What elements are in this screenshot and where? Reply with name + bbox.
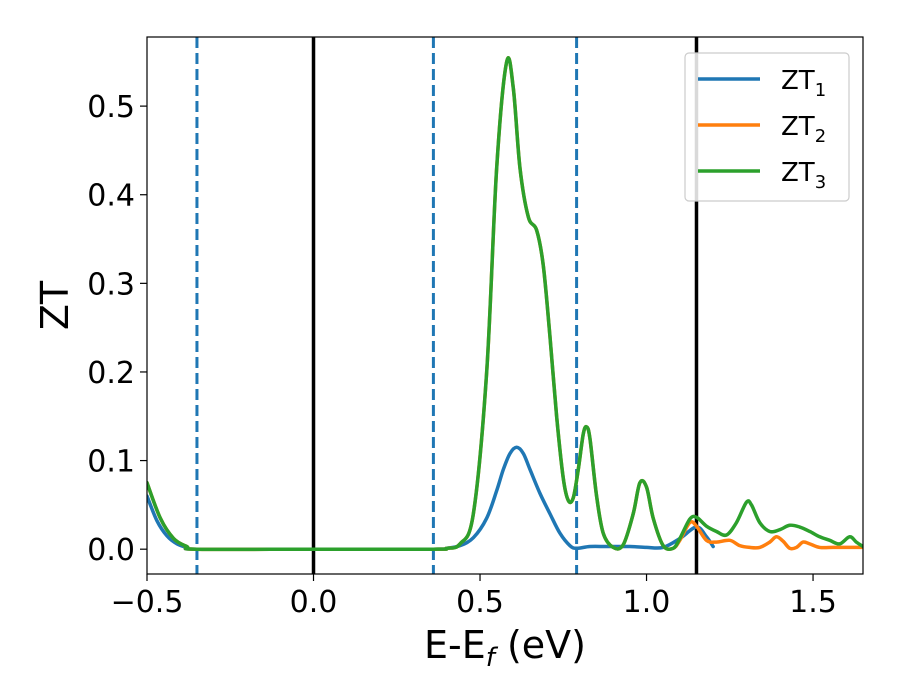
x-tick-label-2: 0.5 — [456, 585, 504, 620]
legend-box — [684, 52, 850, 202]
x-tick-label-4: 1.5 — [789, 585, 837, 620]
y-tick-label-4: 0.4 — [87, 179, 135, 214]
y-tick-label-5: 0.5 — [87, 90, 135, 125]
y-axis-title: ZT — [33, 280, 77, 330]
x-tick-label-3: 1.0 — [623, 585, 671, 620]
legend: ZT1 ZT2 ZT3 — [684, 52, 850, 202]
y-tick-label-3: 0.3 — [87, 267, 135, 302]
series-line-zt3 — [147, 56, 863, 552]
y-axis: 0.0 0.1 0.2 0.3 0.4 0.5 — [87, 90, 147, 568]
legend-items: ZT1 ZT2 ZT3 — [698, 66, 826, 193]
reference-lines — [195, 37, 699, 574]
y-tick-label-0: 0.0 — [87, 533, 135, 568]
legend-label-zt3: ZT3 — [781, 158, 826, 193]
legend-label-zt2: ZT2 — [781, 112, 826, 147]
legend-label-zt1: ZT1 — [781, 66, 826, 101]
x-axis-title: E-Ef (eV) — [424, 623, 586, 673]
series-lines — [147, 56, 863, 552]
x-tick-label-1: 0.0 — [290, 585, 338, 620]
x-tick-label-0: −0.5 — [111, 585, 184, 620]
y-tick-label-1: 0.1 — [87, 445, 135, 480]
x-axis: −0.5 0.0 0.5 1.0 1.5 — [111, 574, 837, 620]
y-tick-label-2: 0.2 — [87, 356, 135, 391]
plot-frame — [146, 36, 864, 575]
